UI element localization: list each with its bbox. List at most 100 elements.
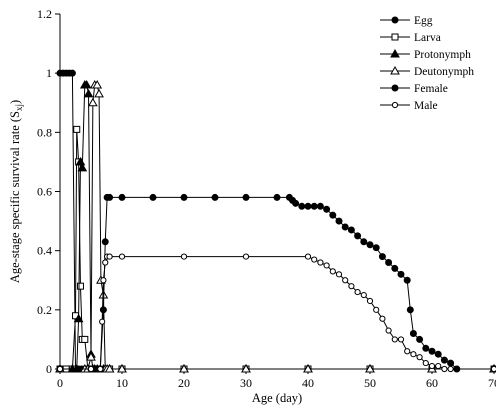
data-point [347,226,355,234]
data-point [391,264,399,272]
data-point [87,365,95,373]
data-point [102,259,109,266]
legend-item: Female [380,83,448,95]
series-protonymph [55,79,496,373]
data-point [304,202,312,210]
data-point [404,348,411,355]
y-axis-title-close: ) [8,100,22,104]
data-point [87,97,98,107]
legend-item: Deutonymph [380,65,474,78]
data-point [117,363,127,373]
data-point [73,313,84,323]
data-point [242,193,250,201]
data-point [118,253,126,260]
data-point [447,365,454,373]
data-point [416,354,423,361]
series-line [60,84,494,370]
data-point [94,88,104,98]
data-point [342,277,349,284]
legend-label: Protonymph [414,49,471,61]
data-point [329,268,336,275]
data-point [354,232,362,240]
data-point [97,365,104,373]
series-deutonymph [55,79,496,373]
series-line [60,84,494,370]
data-point [99,318,106,325]
data-point [379,315,386,322]
data-point [365,363,375,373]
legend-marker [391,101,399,109]
data-point [273,193,281,201]
data-point [149,193,157,201]
data-point [329,211,337,219]
data-point [81,335,89,343]
y-axis-title-main: Age-stage specific survival rate (S [8,111,22,283]
data-point [385,327,392,334]
data-point [434,350,442,358]
legend-label: Female [414,83,448,95]
x-tick-label: 70 [488,376,496,390]
data-point [180,193,188,201]
data-point [323,262,330,269]
data-point [348,283,355,290]
x-tick-label: 60 [426,376,438,390]
data-point [83,88,94,98]
data-point [180,253,188,260]
data-point [447,359,455,367]
data-point [292,199,300,207]
y-tick-label: 0 [46,362,52,376]
data-point [76,282,84,290]
data-point [56,365,64,373]
data-point [179,363,189,373]
data-point [397,270,405,278]
data-point [428,362,436,370]
axis-ticks: 0 10 20 30 40 50 60 70 0 0.2 0.4 0.6 0.8 1 1.2 [37,7,496,390]
data-point [406,306,414,314]
data-point [422,359,429,367]
data-point [378,253,386,261]
x-tick-label: 0 [57,376,63,390]
data-point [101,238,109,246]
data-point [99,306,107,314]
data-point [304,253,312,260]
data-point [303,363,313,373]
data-point [416,335,424,343]
y-tick-label: 0.6 [37,185,52,199]
x-tick-label: 10 [116,376,128,390]
data-point [360,238,368,246]
data-point [242,253,250,260]
series-male [56,253,496,373]
data-point [422,344,430,352]
data-point [81,79,92,89]
data-point [440,356,448,364]
data-point [118,193,126,201]
data-point [403,276,411,284]
data-point [441,365,448,373]
legend-marker [390,48,400,58]
y-axis-title-subscript: xj [14,104,24,111]
data-point [366,297,374,305]
y-tick-label: 1.2 [37,7,52,21]
data-point [316,202,324,210]
legend-label: Male [414,100,438,112]
series-line [60,129,494,370]
x-tick-label: 20 [178,376,190,390]
series-egg [56,69,496,373]
legend-item: Egg [380,15,433,27]
data-point [428,347,436,355]
data-point [311,256,318,263]
data-point [106,193,114,201]
legend-marker [390,65,400,75]
data-point [86,352,96,361]
data-point [373,306,380,313]
legend: Egg Larva Protonymph Deutonymph Female Male [380,15,474,112]
series-line [60,72,494,370]
data-point [360,291,367,299]
data-point [410,351,417,358]
y-axis-title: Age-stage specific survival rate (Sxj) [8,100,24,283]
y-tick-label: 1 [46,66,52,80]
series-lines [55,69,496,373]
data-point [104,363,115,373]
data-point [310,202,318,210]
